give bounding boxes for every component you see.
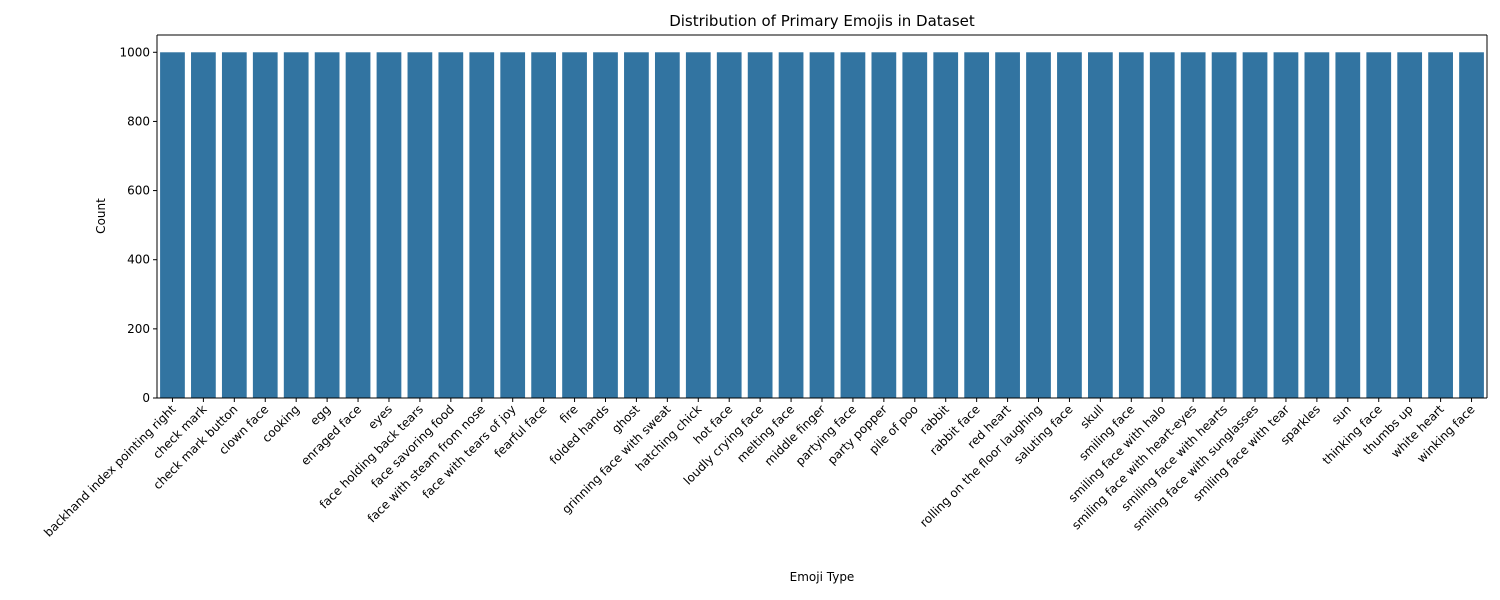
bars-group [160,52,1484,399]
x-axis-label: Emoji Type [790,570,855,584]
bar-35 [1242,52,1268,399]
bar-36 [1273,52,1299,399]
bar-28 [1026,52,1051,399]
bar-15 [624,52,649,399]
bar-37 [1304,52,1330,399]
bar-34 [1211,52,1237,399]
bar-25 [933,52,959,399]
bar-3 [252,52,278,399]
bar-21 [809,52,835,399]
bar-6 [345,52,371,399]
bar-4 [283,52,309,399]
bar-39 [1366,52,1392,399]
y-tick-label-2: 400 [127,253,150,267]
bar-26 [964,52,990,399]
bar-38 [1335,52,1361,399]
bar-31 [1118,52,1144,399]
bar-16 [654,52,680,399]
y-tick-label-4: 800 [127,114,150,128]
x-tick-label-0: backhand index pointing right [41,402,179,540]
y-tick-label-5: 1000 [119,45,150,59]
bar-2 [221,52,247,399]
y-tick-label-0: 0 [142,391,150,405]
bar-17 [685,52,711,399]
chart-title: Distribution of Primary Emojis in Datase… [669,12,975,30]
bar-5 [314,52,340,399]
bar-7 [376,52,402,399]
bar-40 [1397,52,1423,399]
bar-12 [531,52,556,399]
y-tick-label-1: 200 [127,322,150,336]
bar-0 [160,52,185,399]
bar-30 [1088,52,1113,399]
bar-33 [1180,52,1206,399]
bar-14 [593,52,618,399]
bar-10 [469,52,495,399]
bar-19 [747,52,773,399]
bar-11 [500,52,526,399]
bar-24 [902,52,928,399]
bar-29 [1057,52,1082,399]
bar-8 [407,52,433,399]
bar-13 [562,52,587,399]
bar-9 [438,52,464,399]
bar-32 [1149,52,1175,399]
y-axis: 0 200 400 600 800 1000 [119,45,157,405]
bar-23 [871,52,897,399]
bar-22 [840,52,866,399]
bar-27 [995,52,1020,399]
bar-42 [1459,52,1484,399]
y-tick-label-3: 600 [127,184,150,198]
bar-1 [191,52,216,399]
bar-41 [1428,52,1453,399]
x-tick-label-13: fire [557,402,581,426]
x-tick-label-5: egg [307,402,333,428]
bar-18 [716,52,742,399]
bar-20 [778,52,804,399]
y-axis-label: Count [94,198,108,234]
x-tick-label-38: sun [1329,402,1354,427]
